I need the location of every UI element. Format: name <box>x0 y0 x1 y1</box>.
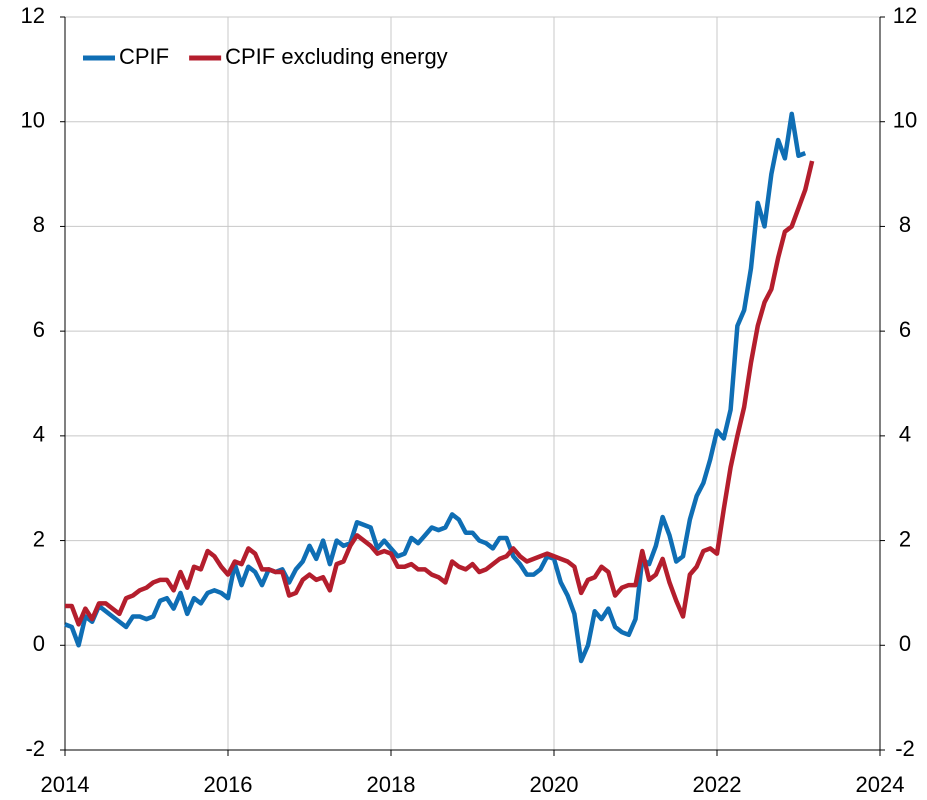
y-tick-label: -2 <box>25 736 45 761</box>
y-tick-label: 10 <box>21 108 45 133</box>
legend-label: CPIF <box>119 44 169 69</box>
y2-tick-label: -2 <box>895 736 915 761</box>
x-tick-label: 2024 <box>856 772 905 797</box>
x-tick-label: 2020 <box>530 772 579 797</box>
y2-tick-label: 12 <box>893 3 917 28</box>
y2-tick-label: 2 <box>899 526 911 551</box>
y2-tick-label: 4 <box>899 422 911 447</box>
legend-label: CPIF excluding energy <box>225 44 448 69</box>
y-tick-label: 8 <box>33 212 45 237</box>
x-tick-label: 2016 <box>204 772 253 797</box>
y-tick-label: 0 <box>33 631 45 656</box>
y2-tick-label: 0 <box>899 631 911 656</box>
y-tick-label: 4 <box>33 422 45 447</box>
series-line <box>65 160 815 627</box>
x-tick-label: 2018 <box>367 772 416 797</box>
y-tick-label: 12 <box>21 3 45 28</box>
y-tick-label: 2 <box>33 526 45 551</box>
y-tick-label: 6 <box>33 317 45 342</box>
x-tick-label: 2022 <box>693 772 742 797</box>
y2-tick-label: 10 <box>893 108 917 133</box>
x-tick-label: 2014 <box>41 772 90 797</box>
series-line <box>64 111 807 664</box>
y2-tick-label: 6 <box>899 317 911 342</box>
y2-tick-label: 8 <box>899 212 911 237</box>
